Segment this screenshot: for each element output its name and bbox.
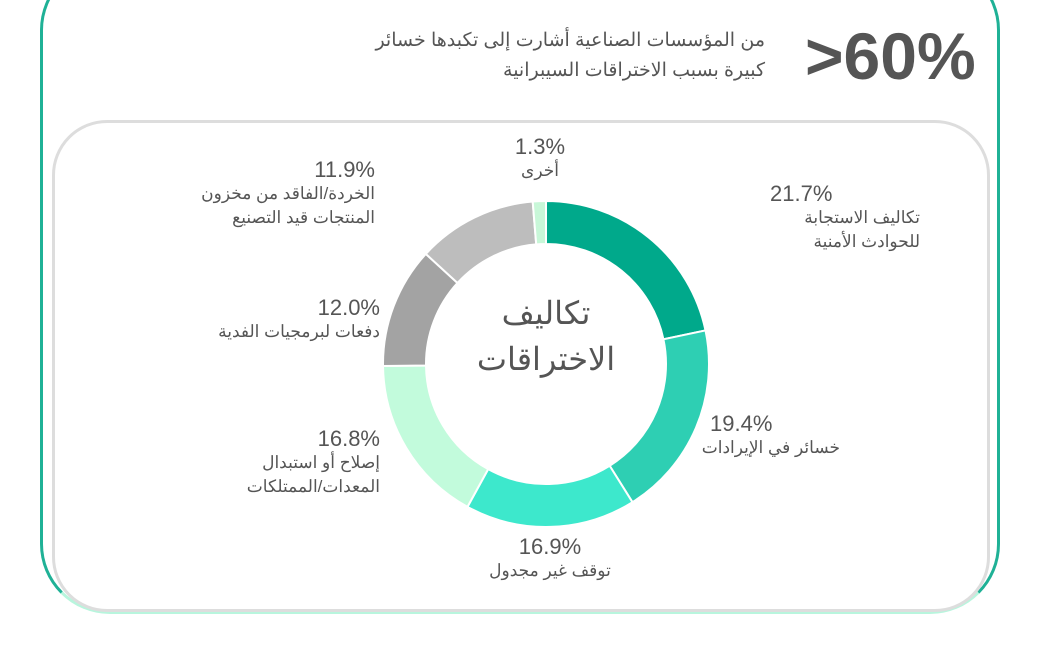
donut-slice-2	[466, 464, 634, 528]
value-label: 1.3%	[514, 134, 566, 159]
headline-stat: >60%	[805, 19, 976, 93]
label-2: 16.9% توقف غير مجدول	[450, 535, 650, 583]
label-1: 19.4% خسائر في الإيرادات	[700, 412, 840, 460]
category-label: إصلاح أو استبدال المعدات/الممتلكات	[246, 453, 380, 496]
chart-title: تكاليف الاختراقات	[476, 295, 616, 377]
category-label: خسائر في الإيرادات	[701, 438, 840, 457]
value-label: 16.8%	[317, 426, 380, 451]
category-label: الخردة/الفاقد من مخزون المنتجات قيد التص…	[201, 184, 375, 227]
outer-frame	[40, 0, 1000, 614]
donut-slice-6	[531, 199, 547, 246]
category-label: توقف غير مجدول	[489, 561, 611, 580]
value-label: 16.9%	[518, 534, 582, 559]
category-label: دفعات لبرمجيات الفدية	[218, 322, 380, 341]
value-label: 12.0%	[317, 295, 380, 320]
value-label: 19.4%	[710, 411, 773, 436]
label-0: 21.7% تكاليف الاستجابة للحوادث الأمنية	[760, 182, 920, 254]
chart-frame	[52, 120, 990, 612]
donut-slice-3	[381, 364, 490, 509]
label-5: 11.9% الخردة/الفاقد من مخزون المنتجات قيد…	[165, 158, 375, 230]
value-label: 21.7%	[770, 181, 833, 206]
label-4: 12.0% دفعات لبرمجيات الفدية	[160, 296, 380, 344]
category-label: تكاليف الاستجابة للحوادث الأمنية	[804, 208, 920, 251]
category-label: أخرى	[521, 161, 559, 180]
value-label: 11.9%	[314, 157, 375, 182]
label-6: 1.3% أخرى	[490, 135, 590, 183]
label-3: 16.8% إصلاح أو استبدال المعدات/الممتلكات	[200, 427, 380, 499]
headline-description: من المؤسسات الصناعية أشارت إلى تكبدها خس…	[375, 30, 765, 81]
